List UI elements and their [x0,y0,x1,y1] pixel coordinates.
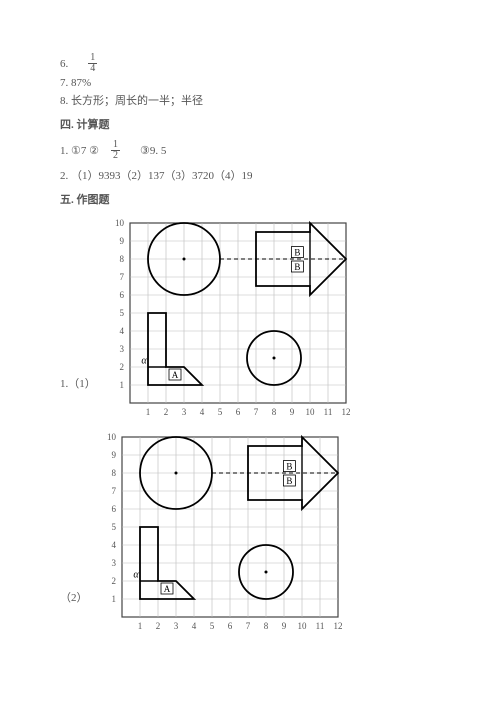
svg-text:1: 1 [119,380,124,390]
svg-text:5: 5 [111,522,116,532]
item-8: 8. 长方形；周长的一半；半径 [60,92,440,108]
figure-1-label: 1.（1） [60,375,96,391]
svg-text:4: 4 [191,621,196,631]
svg-text:B: B [286,462,292,472]
q1: 1. ①7 ② 1 2 ③9. 5 [60,140,440,161]
fraction-icon: 1 4 [88,53,97,74]
figure-1-grid: 12345678910111212345678910ABBα [108,217,352,421]
svg-text:8: 8 [119,254,124,264]
svg-text:6: 6 [236,407,241,417]
item-6-num: 6. [60,58,68,70]
svg-text:10: 10 [305,407,315,417]
svg-text:5: 5 [209,621,214,631]
svg-text:B: B [286,476,292,486]
svg-text:4: 4 [111,540,116,550]
item-7: 7. 87% [60,77,440,89]
section-4-title: 四. 计算题 [60,116,440,132]
svg-text:9: 9 [111,450,116,460]
svg-text:12: 12 [341,407,350,417]
svg-text:8: 8 [263,621,268,631]
svg-text:3: 3 [173,621,178,631]
svg-text:8: 8 [272,407,277,417]
fraction-icon: 1 2 [111,140,120,161]
svg-text:7: 7 [111,486,116,496]
svg-text:10: 10 [115,218,125,228]
q2: 2. （1）9393（2）137（3）3720（4）19 [60,167,440,183]
q1-prefix: 1. ①7 ② [60,144,99,157]
svg-text:2: 2 [155,621,160,631]
svg-text:10: 10 [107,432,117,442]
svg-text:6: 6 [111,504,116,514]
section-5-title: 五. 作图题 [60,191,440,207]
svg-text:3: 3 [111,558,116,568]
svg-text:9: 9 [290,407,295,417]
svg-text:5: 5 [218,407,223,417]
svg-text:A: A [172,370,179,380]
svg-text:5: 5 [119,308,124,318]
svg-text:12: 12 [333,621,342,631]
svg-text:11: 11 [323,407,332,417]
svg-text:6: 6 [119,290,124,300]
svg-text:10: 10 [297,621,307,631]
svg-text:7: 7 [119,272,124,282]
svg-text:α: α [133,570,139,581]
svg-text:2: 2 [119,362,124,372]
svg-text:1: 1 [137,621,142,631]
figure-1-row: 1.（1） 12345678910111212345678910ABBα [60,217,440,421]
svg-text:4: 4 [119,326,124,336]
svg-text:11: 11 [315,621,324,631]
svg-text:7: 7 [254,407,259,417]
svg-text:A: A [163,584,170,594]
svg-text:3: 3 [182,407,187,417]
svg-text:8: 8 [111,468,116,478]
svg-text:3: 3 [119,344,124,354]
svg-text:9: 9 [281,621,286,631]
q1-suffix: ③9. 5 [140,144,166,157]
svg-text:1: 1 [111,594,116,604]
svg-text:2: 2 [164,407,169,417]
svg-text:α: α [141,356,147,367]
svg-text:9: 9 [119,236,124,246]
svg-text:4: 4 [200,407,205,417]
svg-text:1: 1 [146,407,151,417]
figure-2-label: （2） [60,589,88,605]
item-6: 6. 1 4 [60,53,440,74]
svg-text:6: 6 [227,621,232,631]
svg-text:2: 2 [111,576,116,586]
svg-text:B: B [294,248,300,258]
figure-2-row: （2） 12345678910111212345678910ABBα [60,431,440,635]
svg-text:B: B [294,262,300,272]
svg-text:7: 7 [245,621,250,631]
figure-2-grid: 12345678910111212345678910ABBα [100,431,344,635]
